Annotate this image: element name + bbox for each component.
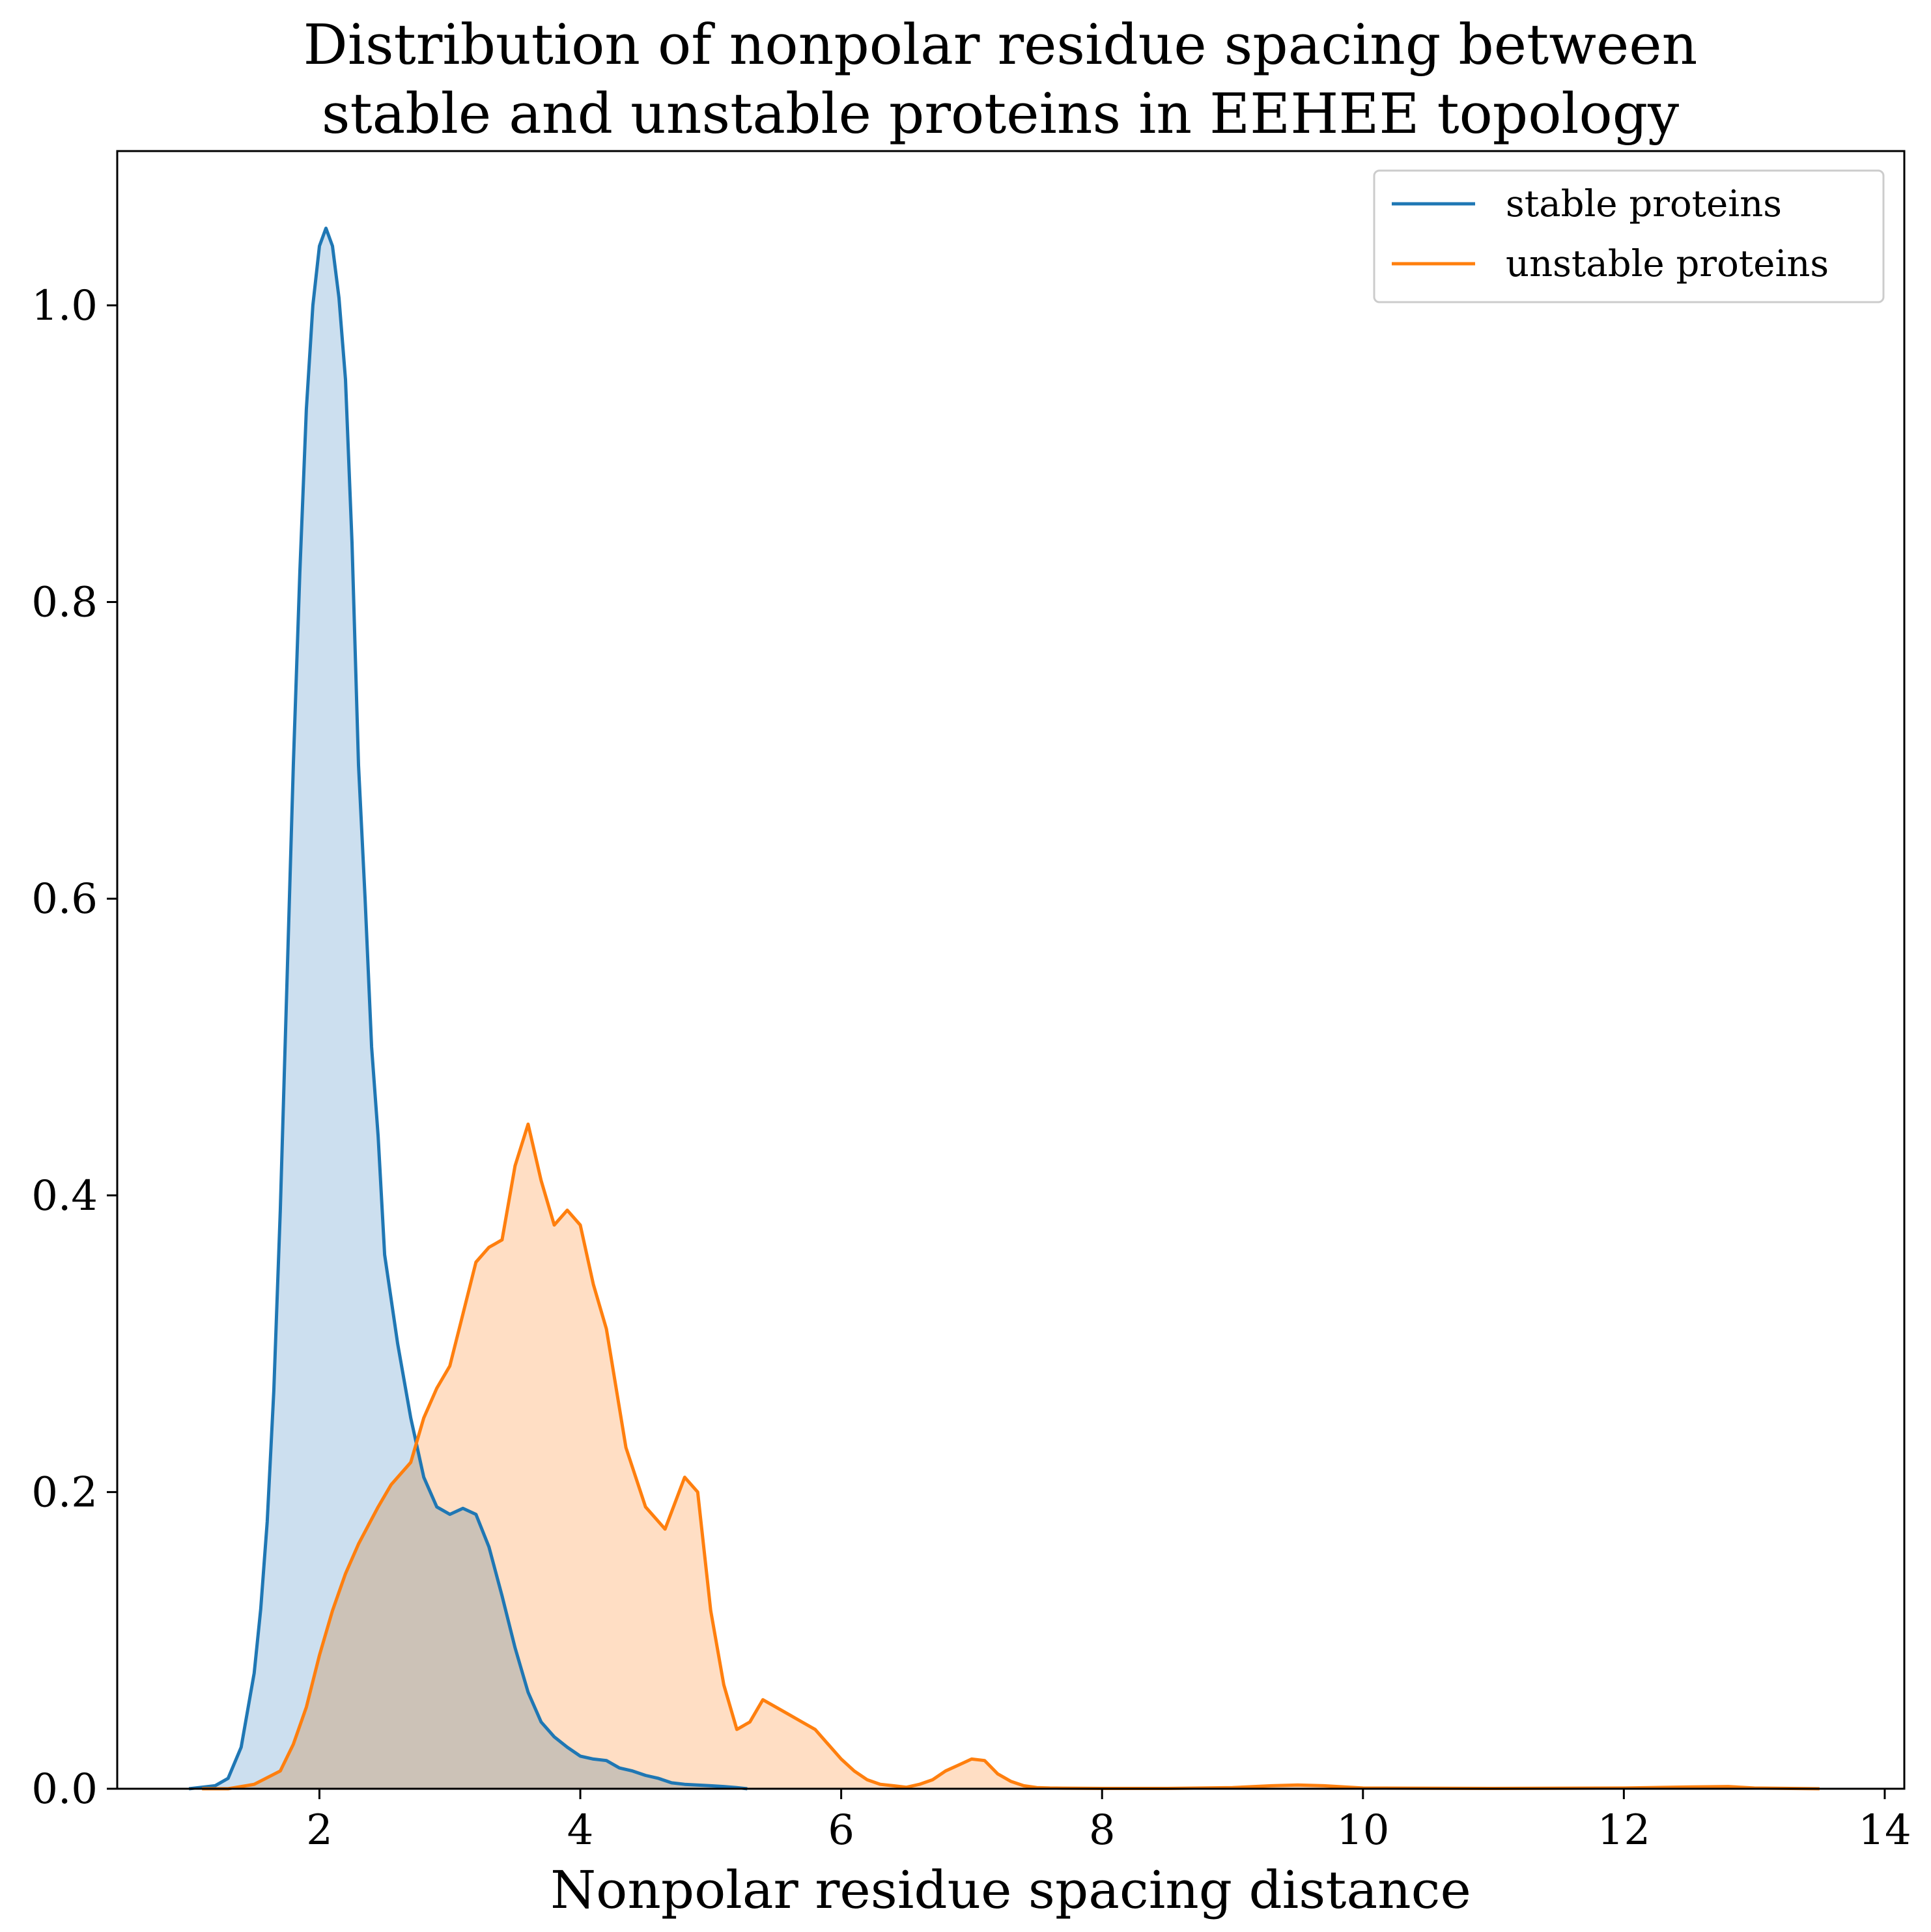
density-fill-unstable-proteins: [202, 1124, 1820, 1789]
x-axis-ticks: 2 4 6 8 10 12 14: [306, 1789, 1911, 1855]
x-tick-label: 2: [306, 1806, 333, 1855]
x-axis-label: Nonpolar residue spacing distance: [550, 1860, 1471, 1920]
density-line-stable-proteins: [188, 227, 748, 1791]
chart-title-line-1: Distribution of nonpolar residue spacing…: [303, 13, 1698, 77]
legend-box: [1373, 169, 1885, 303]
x-tick-label: 14: [1858, 1806, 1911, 1855]
x-tick-label: 10: [1336, 1806, 1389, 1855]
series-fills: [189, 228, 1820, 1789]
y-tick-label: 1.0: [31, 282, 98, 330]
legend-label-stable: stable proteins: [1506, 183, 1782, 225]
x-tick-label: 4: [567, 1806, 594, 1855]
density-fill-stable-proteins: [189, 228, 748, 1789]
x-tick-label: 8: [1089, 1806, 1116, 1855]
y-axis-ticks: 0.0 0.2 0.4 0.6 0.8 1.0: [31, 282, 117, 1813]
y-tick-label: 0.0: [31, 1765, 98, 1813]
y-tick-label: 0.8: [31, 579, 98, 627]
chart-title-line-2: stable and unstable proteins in EEHEE to…: [322, 82, 1679, 147]
y-tick-label: 0.2: [31, 1468, 98, 1517]
x-tick-label: 12: [1598, 1806, 1650, 1855]
legend-label-unstable: unstable proteins: [1506, 243, 1829, 285]
x-tick-label: 6: [828, 1806, 854, 1855]
y-tick-label: 0.4: [31, 1172, 98, 1220]
plot-frame: [116, 150, 1906, 1790]
legend: stable proteins unstable proteins: [1373, 169, 1885, 303]
y-tick-label: 0.6: [31, 875, 98, 923]
